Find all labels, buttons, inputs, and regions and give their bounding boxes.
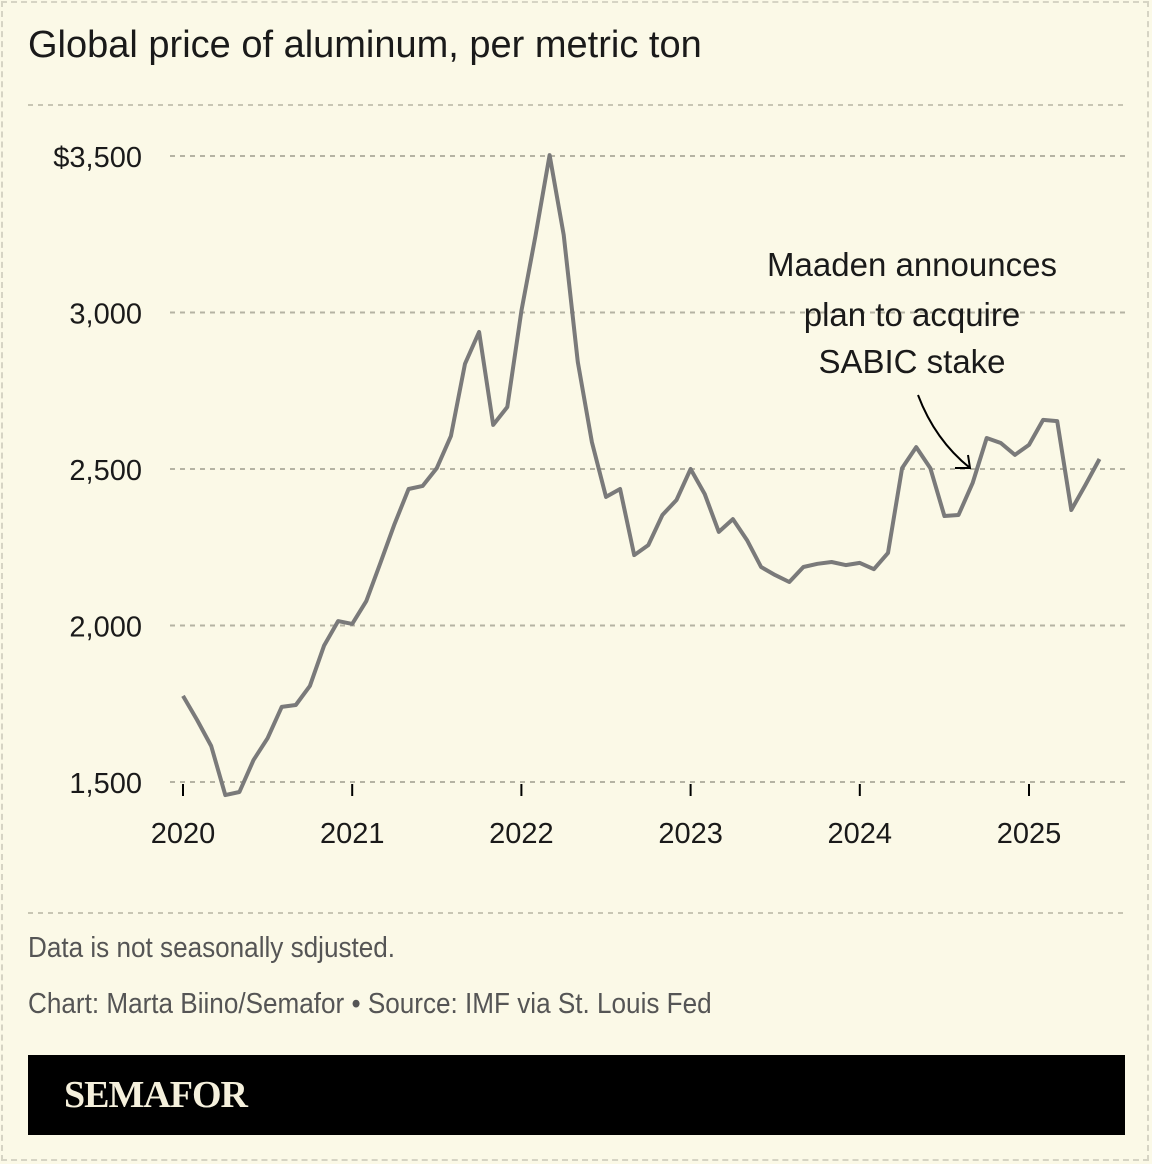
x-tick-label: 2023: [658, 818, 723, 850]
arrowhead-icon: [955, 454, 972, 469]
source-text: Chart: Marta Biino/Semafor • Source: IMF…: [28, 988, 712, 1020]
y-tick-label: $3,500: [53, 142, 142, 174]
x-tick-label: 2025: [997, 818, 1062, 850]
chart-title: Global price of aluminum, per metric ton: [28, 24, 702, 66]
x-tick-label: 2020: [151, 818, 216, 850]
y-tick-label: 2,000: [69, 612, 142, 644]
y-tick-label: 1,500: [69, 768, 142, 800]
price-line: [181, 153, 1102, 798]
x-tick-label: 2022: [489, 818, 554, 850]
annotation-line-3: SABIC stake: [818, 343, 1005, 380]
annotation: Maaden announces plan to acquire SABIC s…: [767, 246, 1057, 469]
x-tick-label: 2024: [828, 818, 893, 850]
semafor-logo: SEMAFOR: [64, 1074, 248, 1116]
note-text: Data is not seasonally sdjusted.: [28, 932, 396, 964]
y-tick-label: 2,500: [69, 455, 142, 487]
x-tick-label: 2021: [320, 818, 385, 850]
annotation-line-2: plan to acquire: [804, 296, 1020, 333]
annotation-line-1: Maaden announces: [767, 246, 1057, 283]
annotation-arrow-icon: [917, 394, 971, 469]
brand-bar: SEMAFOR: [28, 1055, 1125, 1135]
y-tick-label: 3,000: [69, 299, 142, 331]
